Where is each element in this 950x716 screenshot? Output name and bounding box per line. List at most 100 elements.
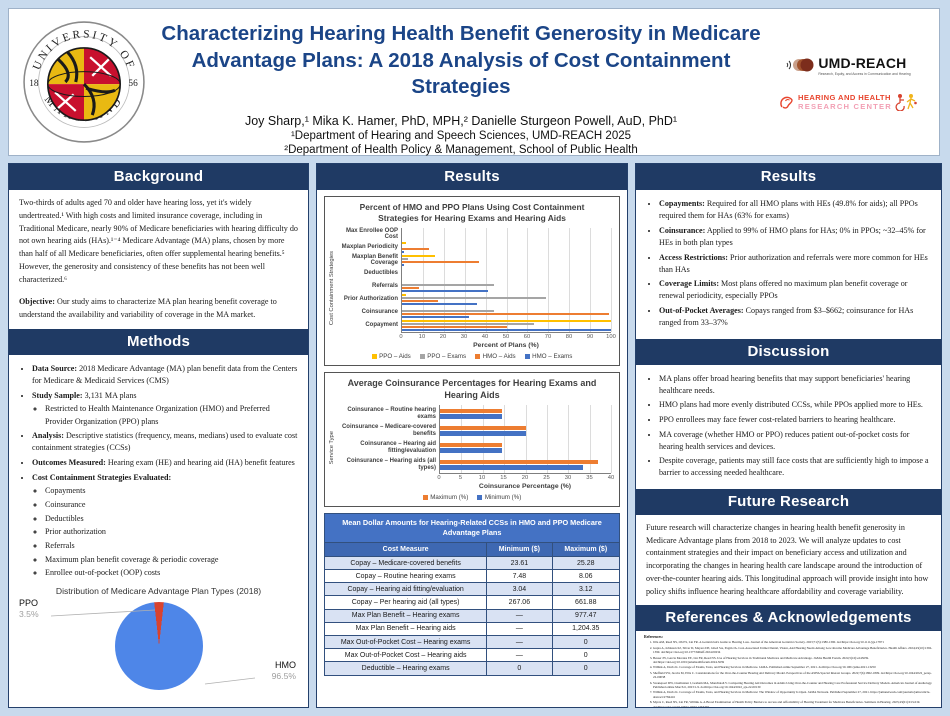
chart-row-referrals: [402, 280, 611, 293]
background-paragraph: Two-thirds of adults aged 70 and older h…: [19, 198, 298, 284]
bar-ppo-exams-referrals: [402, 283, 494, 286]
sub-bullet-item: Enrollee out-of-pocket (OOP) costs: [45, 567, 298, 579]
axis-tick: 20: [439, 333, 447, 340]
table-cell-value: 7.48: [486, 569, 553, 584]
pie-chart: Distribution of Medicare Advantage Plan …: [9, 586, 308, 698]
bullet-label: Analysis:: [32, 431, 64, 441]
ccs-legend: PPO – Aids PPO – Exams HMO – Aids HMO – Exa…: [325, 353, 619, 360]
results-list: Copayments: Required for all HMO plans w…: [646, 198, 931, 329]
chart-row-coinsurance-hearing-aid-fitting-evaluation: [440, 439, 611, 456]
coinsurance-y-axis-label-text: Service Type: [329, 431, 335, 465]
legend-swatch: [477, 495, 483, 501]
coinsurance-chart-body: Service Type Coinsurance – Routine heari…: [329, 405, 614, 490]
reference-item: Willink A, Davis K. Coverage of Exams, T…: [653, 665, 933, 670]
background-text: Two-thirds of adults aged 70 and older h…: [9, 190, 308, 329]
bar-minimum-coinsurance-hearing-aid-fitting-evaluation: [440, 448, 502, 453]
table-col-minimum: Minimum ($): [486, 541, 553, 557]
bar-ppo-aids-maxplan-benefit-coverage: [402, 254, 436, 257]
axis-tick: 35: [586, 475, 593, 482]
bullet-item: Copayments: Required for all HMO plans w…: [659, 198, 931, 222]
bullet-text: 3,131 MA plans: [82, 390, 137, 400]
ccs-plot-area: 0 10 20 30 40 50 60 70 80 90 100 Percent of Plans …: [399, 227, 616, 349]
umd-reach-heads-icon: [786, 58, 814, 72]
bar-ppo-aids-copayment: [402, 319, 611, 322]
sub-bullet-item: Copayments: [45, 485, 298, 497]
references-head: References:: [644, 635, 663, 640]
bullet-label: Out-of-Pocket Averages:: [659, 306, 744, 316]
left-column: Background Two-thirds of adults aged 70 …: [8, 163, 309, 708]
table-cell-value: —: [486, 621, 553, 637]
table-cell-value: 1,204.35: [551, 621, 621, 637]
accessibility-figures-icon: [895, 94, 917, 111]
table-cell-value: —: [486, 635, 553, 650]
bullet-item: Coinsurance: Applied to 99% of HMO plans…: [659, 225, 931, 249]
bar-maximum-coinsurance-routine-hearing-exams: [440, 408, 502, 414]
sub-bullet-item: Deductibles: [45, 513, 298, 525]
gridline: [485, 227, 487, 332]
sub-list: Copayments Coinsurance DeductiblesPrior au…: [32, 485, 298, 579]
coinsurance-plot-area: 0 5 10 15 20 25 30 35 40 Coinsurance Percentage …: [437, 405, 614, 490]
gridline: [506, 227, 508, 332]
bullet-text: Most plans offered no maximum plan benef…: [659, 279, 908, 301]
table-row: Copay – Hearing aid fitting/evaluation 3.…: [323, 582, 621, 597]
discussion-item: Despite coverage, patients may still fac…: [659, 455, 931, 478]
reference-item: Myers C, Reed NS, Lin FR, Willink A. A B…: [653, 700, 933, 707]
pie-label-hmo: HMO 96.5%: [272, 660, 296, 681]
umd-seal-icon: UNIVERSITY OF MARYLAND 18 56: [23, 21, 145, 143]
bullet-text: Hearing exam (HE) and hearing aid (HA) b…: [105, 458, 295, 468]
category-label-max-enrollee-oop-cost: Max Enrollee OOP Cost: [345, 227, 398, 241]
title-block: Characterizing Hearing Health Benefit Ge…: [159, 9, 763, 156]
bullet-item: Data Source: 2018 Medicare Advantage (MA…: [32, 363, 298, 387]
reference-item: Gupta A, Johnston KJ, Silver D, Meyers D…: [653, 646, 933, 655]
hhrc-line2: RESEARCH CENTER: [798, 102, 892, 111]
axis-tick: 30: [460, 333, 468, 340]
chart-row-coinsurance: [402, 306, 611, 319]
bar-maximum-coinsurance-medicare-covered-benefits: [440, 425, 526, 431]
pie-label-hmo-name: HMO: [275, 659, 296, 670]
ccs-x-axis-label: Percent of Plans (%): [473, 341, 539, 349]
category-label-coinsurance-hearing-aids-all-types: Coinsurance – Hearing aids (all types): [346, 458, 436, 471]
seal-globe: [47, 47, 121, 122]
coinsurance-x-ticks: 0 5 10 15 20 25 30 35 40: [437, 474, 614, 482]
chart-row-prior-authorization: [402, 293, 611, 306]
seal-year-18: 18: [29, 79, 39, 89]
axis-tick: 20: [521, 475, 529, 482]
axis-tick: 90: [586, 333, 594, 340]
table-row: Deductible – Hearing exams 0 0: [323, 661, 621, 676]
legend-item-minimum: Minimum (%): [477, 494, 521, 501]
axis-tick: 60: [523, 333, 531, 340]
references-block: References: Jilla AM, Reed NS, Oh ES, Li…: [636, 631, 941, 707]
cost-table: Cost Measure Minimum ($) Maximum ($) Copay …: [323, 541, 621, 676]
legend-label: PPO – Exams: [427, 352, 467, 360]
table-row: Max Out-of-Pocket Cost – Hearing exams —0: [323, 635, 621, 650]
methods-content: Data Source: 2018 Medicare Advantage (MA…: [9, 355, 308, 584]
table-cell-measure: Max Out-of-Pocket Cost – Hearing aids: [323, 648, 488, 663]
axis-tick: 10: [478, 475, 486, 482]
coinsurance-bar-chart: Average Coinsurance Percentages for Hear…: [324, 371, 620, 508]
bar-ppo-aids-maxplan-periodicity: [402, 241, 407, 244]
pie-circle: [115, 601, 203, 690]
reference-item: Willink A, Davis K. Coverage of Exams, T…: [653, 690, 933, 699]
table-row: Copay – Medicare-covered benefits 23.61 25…: [323, 555, 621, 571]
bar-ppo-exams-coinsurance: [402, 309, 494, 312]
table-cell-measure: Copay – Routine hearing exams: [323, 569, 488, 584]
bar-maximum-coinsurance-hearing-aid-fitting-evaluation: [440, 442, 502, 448]
gridline: [527, 227, 529, 332]
table-cell-value: 3.12: [551, 582, 621, 597]
results-bullets-block: Copayments: Required for all HMO plans w…: [636, 190, 941, 339]
bar-hmo-aids-prior-authorization: [402, 299, 438, 303]
table-cell-value: 267.06: [486, 595, 553, 610]
bullet-item: Out-of-Pocket Averages: Copays ranged fr…: [659, 305, 931, 329]
bullet-label: Outcomes Measured:: [32, 458, 106, 468]
table-cell-value: —: [486, 648, 553, 663]
bar-hmo-aids-coinsurance: [402, 312, 609, 316]
category-label-coinsurance: Coinsurance: [361, 309, 398, 316]
chart-row-copayment: [402, 319, 611, 332]
discussion-item: MA coverage (whether HMO or PPO) reduces…: [659, 429, 931, 452]
axis-tick: 0: [437, 475, 441, 482]
bullet-item: Outcomes Measured: Hearing exam (HE) and…: [32, 457, 298, 469]
hhrc-logo: HEARING AND HEALTH RESEARCH CENTER: [779, 93, 917, 111]
chart-row-deductibles: [402, 267, 611, 280]
methods-section-header: Methods: [9, 329, 308, 356]
